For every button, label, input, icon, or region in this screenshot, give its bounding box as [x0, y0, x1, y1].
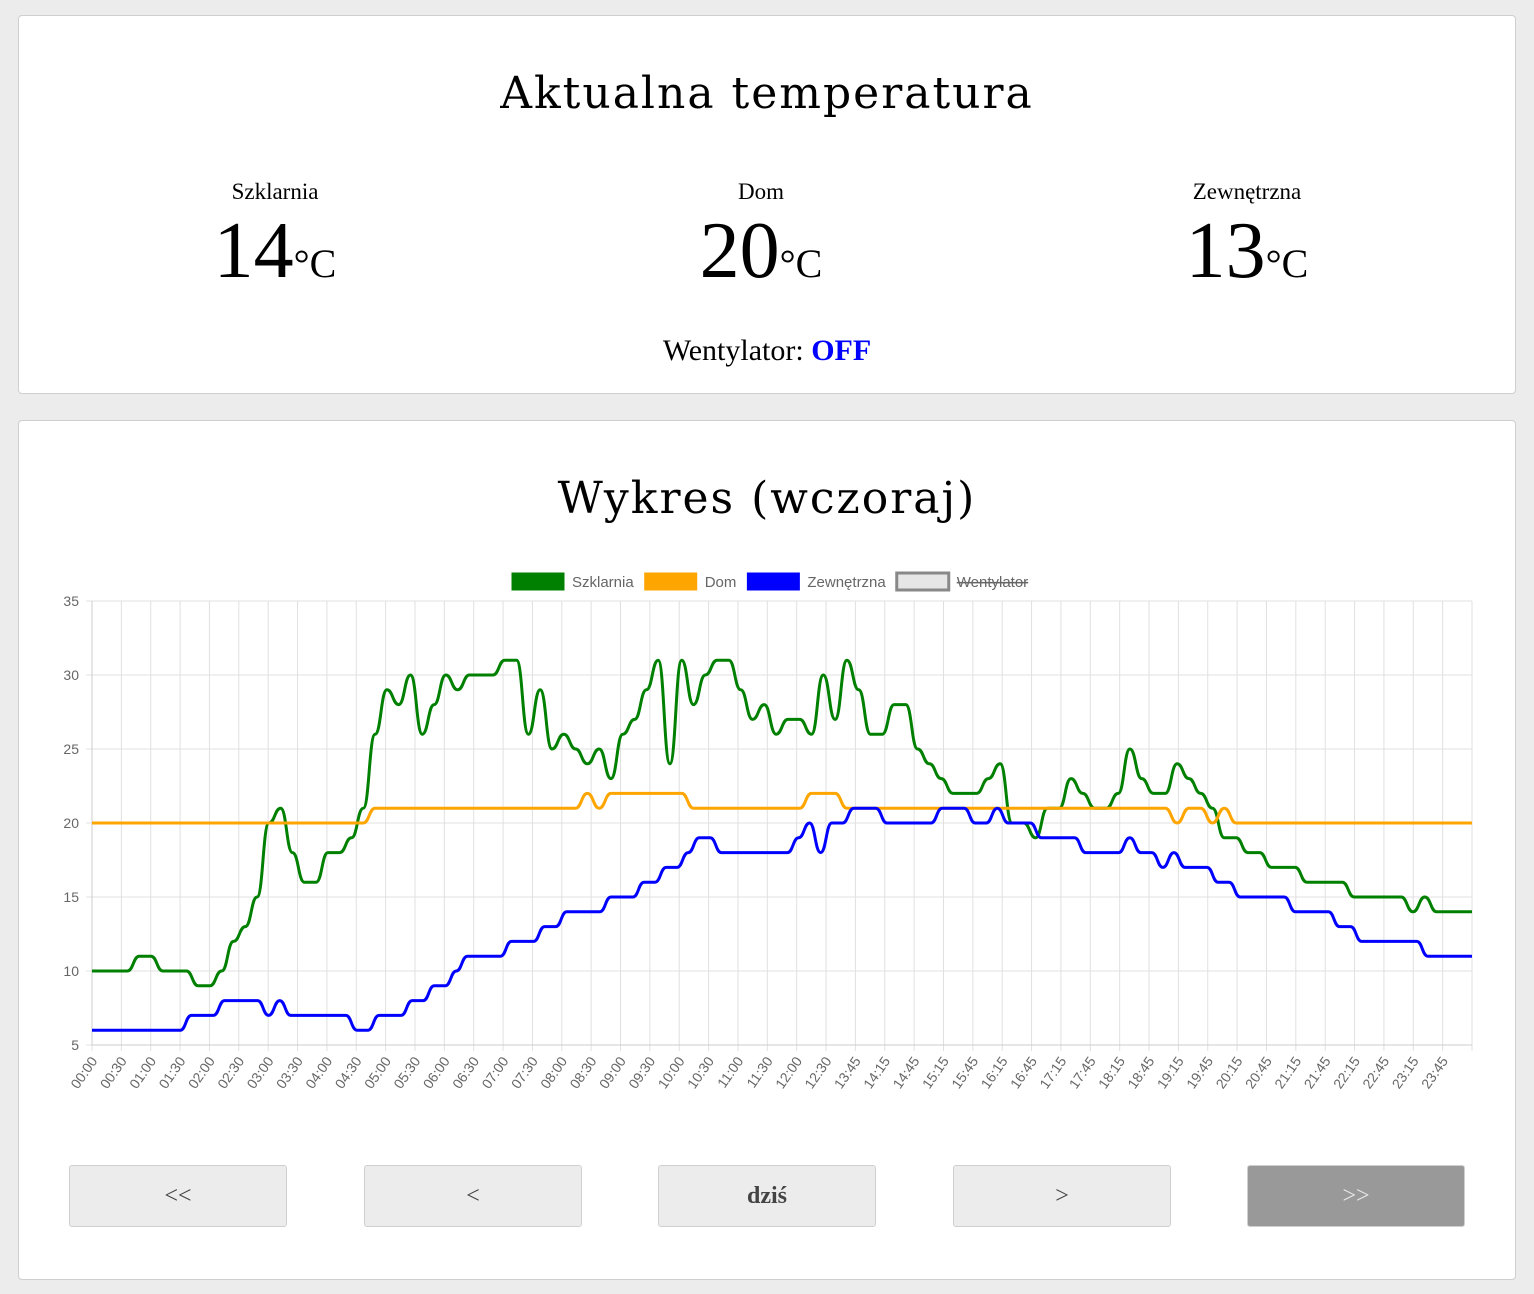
x-tick-label: 04:00 — [302, 1053, 335, 1091]
x-tick-label: 21:15 — [1271, 1053, 1304, 1091]
x-tick-label: 21:45 — [1300, 1053, 1333, 1091]
y-tick-label: 5 — [71, 1037, 79, 1053]
sensor-outside: Zewnętrzna 13°C — [1097, 179, 1397, 304]
sensor-home: Dom 20°C — [611, 179, 911, 304]
y-tick-label: 30 — [63, 667, 79, 683]
legend-swatch-zewnętrzna — [746, 572, 800, 591]
x-tick-label: 01:30 — [155, 1053, 188, 1091]
sensor-label: Zewnętrzna — [1192, 179, 1302, 204]
legend-label-wentylator: Wentylator — [957, 574, 1028, 591]
y-tick-label: 35 — [63, 593, 79, 609]
x-tick-label: 05:00 — [361, 1053, 394, 1091]
x-tick-label: 11:30 — [743, 1053, 776, 1090]
first-button[interactable]: << — [69, 1165, 287, 1227]
chart-title: Wykres (wczoraj) — [557, 473, 977, 524]
temp-unit: °C — [1265, 241, 1309, 286]
x-tick-label: 22:15 — [1330, 1053, 1363, 1091]
x-tick-label: 11:00 — [714, 1053, 747, 1090]
x-tick-label: 14:15 — [860, 1053, 893, 1091]
x-tick-label: 16:15 — [977, 1053, 1010, 1091]
x-tick-label: 23:15 — [1389, 1053, 1422, 1091]
legend-swatch-dom — [644, 572, 698, 591]
y-tick-label: 10 — [63, 963, 79, 979]
x-tick-label: 13:45 — [831, 1053, 864, 1091]
x-tick-label: 08:00 — [537, 1053, 570, 1091]
temp-unit: °C — [293, 241, 337, 286]
legend-label-zewnętrzna: Zewnętrzna — [807, 574, 886, 591]
x-tick-label: 00:30 — [97, 1053, 130, 1091]
x-tick-label: 03:30 — [273, 1053, 306, 1091]
last-button[interactable]: >> — [1247, 1165, 1465, 1227]
next-button[interactable]: > — [953, 1165, 1171, 1227]
x-tick-label: 10:00 — [654, 1053, 687, 1091]
x-tick-label: 15:45 — [948, 1053, 981, 1091]
x-tick-label: 00:00 — [67, 1053, 100, 1091]
y-tick-label: 20 — [63, 815, 79, 831]
temp-number: 14 — [213, 207, 294, 295]
x-tick-label: 09:00 — [596, 1053, 629, 1091]
temp-number: 13 — [1185, 207, 1266, 295]
series-line-dom — [92, 791, 1472, 825]
x-tick-label: 02:30 — [214, 1053, 247, 1091]
chart-card: Wykres (wczoraj) 5 10 15 20 25 30 35 00:00 00:30… — [18, 420, 1516, 1280]
x-tick-label: 05:30 — [390, 1053, 423, 1091]
x-tick-label: 09:30 — [625, 1053, 658, 1091]
x-tick-label: 12:00 — [772, 1053, 805, 1091]
series-line-zewnętrzna — [92, 806, 1472, 1032]
sensor-greenhouse: Szklarnia 14°C — [125, 179, 425, 304]
x-tick-label: 06:00 — [420, 1053, 453, 1091]
x-tick-label: 17:45 — [1066, 1053, 1099, 1091]
fan-status: Wentylator: OFF — [19, 334, 1515, 368]
x-tick-label: 10:30 — [684, 1053, 717, 1091]
x-tick-label: 19:45 — [1183, 1053, 1216, 1091]
x-tick-label: 20:45 — [1242, 1053, 1275, 1091]
x-tick-label: 18:15 — [1095, 1053, 1128, 1091]
x-tick-label: 04:30 — [332, 1053, 365, 1091]
legend-label-szklarnia: Szklarnia — [572, 574, 634, 591]
x-tick-label: 15:15 — [919, 1053, 952, 1091]
x-tick-label: 20:15 — [1212, 1053, 1245, 1091]
x-tick-label: 07:30 — [508, 1053, 541, 1091]
x-tick-label: 23:45 — [1418, 1053, 1451, 1091]
x-tick-label: 08:30 — [566, 1053, 599, 1091]
y-tick-label: 25 — [63, 741, 79, 757]
sensor-label: Dom — [738, 179, 784, 204]
x-tick-label: 22:45 — [1359, 1053, 1392, 1091]
sensor-value: 20°C — [611, 211, 911, 304]
x-tick-label: 17:15 — [1036, 1053, 1069, 1091]
x-tick-label: 01:00 — [126, 1053, 159, 1091]
x-tick-label: 03:00 — [243, 1053, 276, 1091]
legend-label-dom: Dom — [705, 574, 737, 591]
prev-button[interactable]: < — [364, 1165, 582, 1227]
fan-state: OFF — [811, 334, 872, 367]
x-tick-label: 02:00 — [185, 1053, 218, 1091]
y-tick-label: 15 — [63, 889, 79, 905]
series-line-szklarnia — [92, 658, 1472, 988]
x-tick-label: 12:30 — [801, 1053, 834, 1091]
x-tick-label: 14:45 — [889, 1053, 922, 1091]
fan-label: Wentylator: — [662, 334, 804, 367]
temp-number: 20 — [699, 207, 780, 295]
legend-swatch-wentylator — [895, 571, 951, 592]
x-tick-label: 19:15 — [1154, 1053, 1187, 1091]
current-temperature-card: Aktualna temperatura Szklarnia 14°C Dom … — [18, 15, 1516, 394]
sensor-label: Szklarnia — [231, 179, 319, 204]
x-tick-label: 16:45 — [1007, 1053, 1040, 1091]
sensor-value: 13°C — [1097, 211, 1397, 304]
current-title: Aktualna temperatura — [500, 68, 1034, 119]
today-button[interactable]: dziś — [658, 1165, 876, 1227]
temperature-chart: 5 10 15 20 25 30 35 00:0000:3001:0001:3002:0002… — [63, 571, 1473, 1091]
legend-swatch-szklarnia — [511, 572, 565, 591]
x-tick-label: 18:45 — [1124, 1053, 1157, 1091]
sensor-value: 14°C — [125, 211, 425, 304]
x-tick-label: 06:30 — [449, 1053, 482, 1091]
temp-unit: °C — [779, 241, 823, 286]
x-tick-label: 07:00 — [478, 1053, 511, 1091]
